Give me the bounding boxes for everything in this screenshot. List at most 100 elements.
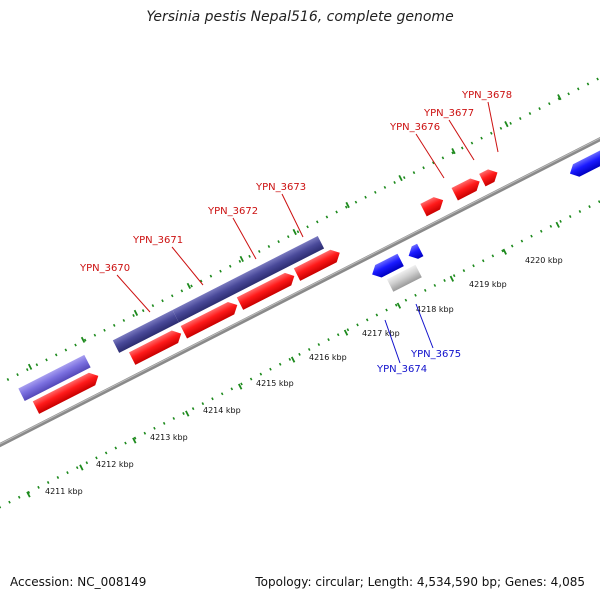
cds-feature[interactable]	[479, 166, 501, 187]
minor-tick	[17, 495, 21, 499]
minor-tick	[433, 283, 437, 287]
cds-feature[interactable]	[420, 194, 446, 217]
major-tick	[133, 309, 139, 316]
gene-labels: YPN_3670 YPN_3671 YPN_3672 YPN_3673 YPN_3676…	[79, 90, 512, 375]
minor-tick	[383, 185, 387, 189]
gene-label[interactable]: YPN_3675	[410, 349, 461, 360]
minor-tick	[278, 362, 282, 366]
major-tick	[451, 148, 456, 155]
minor-tick	[365, 318, 369, 322]
minor-tick	[46, 480, 50, 484]
minor-tick	[307, 347, 311, 351]
minor-tick	[588, 205, 591, 209]
cds-feature-reverse[interactable]	[405, 243, 424, 262]
map-title: Yersinia pestis Nepal516, complete genom…	[146, 9, 454, 25]
tick-label: 4219 kbp	[469, 280, 507, 289]
major-tick	[79, 464, 84, 471]
reverse-cds-track	[369, 136, 600, 281]
minor-tick	[480, 136, 483, 140]
minor-tick	[238, 259, 242, 263]
minor-tick	[288, 357, 292, 361]
minor-tick	[103, 328, 106, 332]
gene-label[interactable]: YPN_3670	[79, 263, 130, 274]
rna-feature[interactable]	[172, 235, 325, 323]
minor-tick	[153, 426, 156, 430]
minor-tick	[230, 387, 234, 391]
minor-tick	[122, 318, 126, 322]
minor-tick	[93, 333, 97, 337]
gene-label[interactable]: YPN_3677	[423, 108, 474, 119]
minor-tick	[286, 235, 290, 239]
minor-tick	[240, 382, 243, 386]
major-tick	[26, 491, 31, 498]
minor-tick	[432, 161, 435, 165]
tick-label: 4216 kbp	[309, 353, 347, 362]
minor-tick	[567, 92, 570, 96]
minor-tick	[85, 461, 89, 465]
minor-tick	[220, 392, 224, 396]
tick-label: 4212 kbp	[96, 460, 134, 469]
minor-tick	[199, 279, 203, 283]
minor-tick	[510, 244, 514, 248]
rna-feature[interactable]	[18, 354, 91, 401]
minor-tick	[182, 412, 185, 415]
reverse-other-track	[386, 264, 422, 292]
minor-tick	[170, 294, 174, 298]
minor-tick	[336, 333, 340, 337]
gene-label[interactable]: YPN_3673	[255, 182, 306, 193]
gene-label[interactable]: YPN_3672	[207, 206, 258, 217]
major-tick	[398, 174, 403, 182]
cds-feature[interactable]	[451, 175, 483, 201]
rna-feature[interactable]	[112, 309, 179, 353]
minor-tick	[422, 166, 425, 170]
minor-tick	[267, 245, 271, 249]
cds-feature-reverse[interactable]	[567, 136, 600, 180]
gene-label[interactable]: YPN_3671	[132, 235, 183, 246]
tick-label: 4214 kbp	[203, 406, 241, 415]
minor-tick	[219, 269, 222, 273]
minor-tick	[568, 214, 572, 218]
gene-leader-line	[116, 274, 151, 313]
minor-tick	[104, 451, 108, 455]
minor-tick	[228, 264, 232, 268]
gene-leader-line	[415, 303, 434, 349]
gene-leader-line	[487, 101, 499, 153]
gene-leader-line	[415, 133, 445, 179]
gene-label[interactable]: YPN_3676	[389, 122, 440, 133]
cds-feature[interactable]	[293, 247, 343, 281]
cds-feature[interactable]	[32, 370, 102, 414]
minor-tick	[470, 141, 474, 145]
major-tick	[557, 94, 562, 101]
minor-tick	[356, 323, 359, 327]
minor-tick	[277, 240, 280, 244]
minor-tick	[559, 219, 562, 223]
minor-tick	[441, 156, 445, 160]
minor-tick	[509, 121, 512, 125]
minor-tick	[143, 431, 147, 435]
minor-tick	[259, 372, 263, 376]
major-tick	[396, 302, 402, 309]
pseudo-feature[interactable]	[386, 264, 422, 292]
tick-label: 4213 kbp	[150, 433, 188, 442]
major-tick	[27, 363, 33, 370]
genome-summary: Topology: circular; Length: 4,534,590 bp…	[255, 575, 585, 589]
minor-tick	[325, 215, 329, 219]
minor-tick	[472, 264, 475, 268]
inner-tick-ring	[0, 200, 600, 509]
minor-tick	[306, 225, 309, 229]
gene-label[interactable]: YPN_3674	[376, 364, 427, 375]
minor-tick	[539, 229, 543, 233]
minor-tick	[385, 308, 388, 312]
minor-tick	[518, 116, 522, 120]
cds-feature[interactable]	[236, 270, 298, 310]
cds-feature[interactable]	[128, 327, 184, 365]
minor-tick	[6, 378, 10, 381]
accession-label: Accession: NC_008149	[10, 575, 147, 589]
minor-tick	[124, 441, 127, 445]
tick-label: 4220 kbp	[525, 256, 563, 265]
major-tick	[292, 228, 297, 236]
cds-feature-reverse[interactable]	[369, 253, 404, 281]
cds-feature[interactable]	[180, 299, 241, 339]
minor-tick	[414, 293, 417, 297]
gene-label[interactable]: YPN_3678	[461, 90, 512, 101]
